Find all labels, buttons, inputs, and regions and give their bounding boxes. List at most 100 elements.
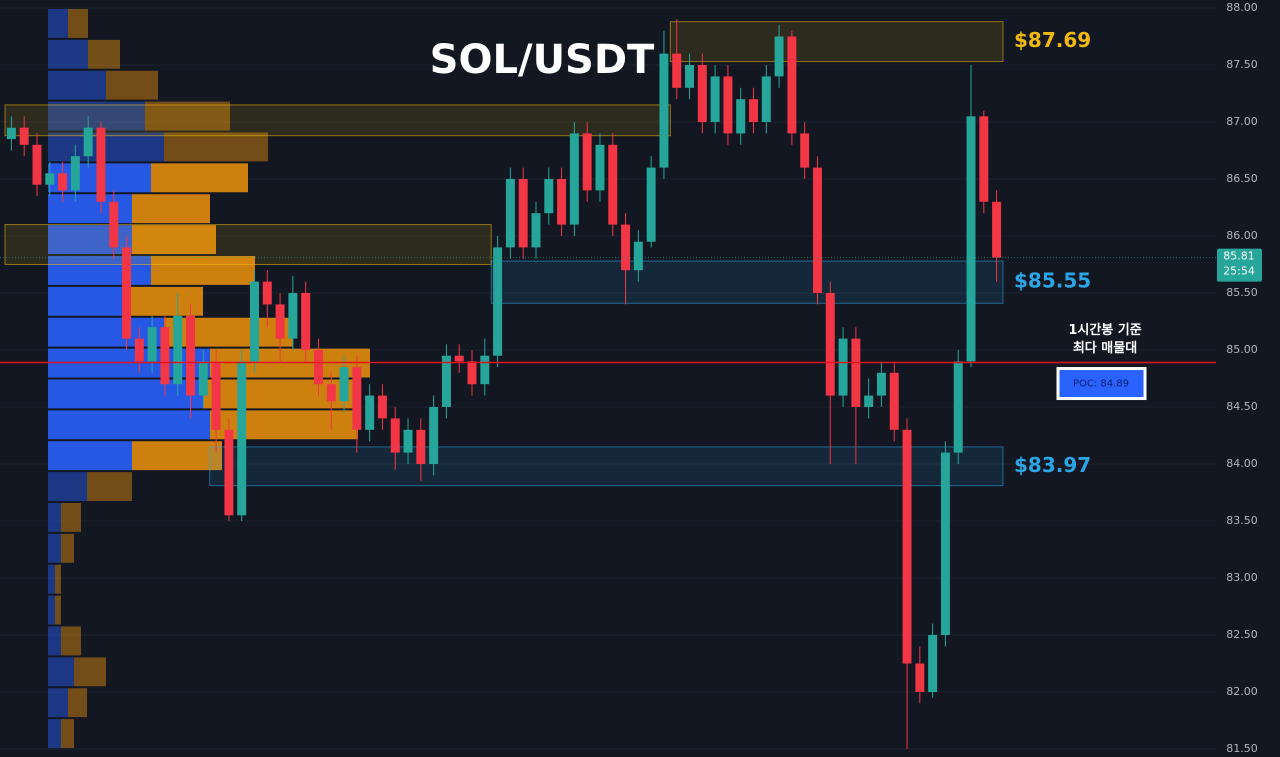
candle-body xyxy=(429,407,439,464)
zone xyxy=(669,21,1004,63)
profile-sell-bar xyxy=(132,194,210,224)
profile-sell-bar xyxy=(164,132,268,162)
zone xyxy=(4,224,492,266)
candle-body xyxy=(262,281,272,305)
candle-body xyxy=(275,304,285,339)
y-tick-label: 81.50 xyxy=(1226,742,1258,755)
y-tick-label: 87.50 xyxy=(1226,58,1258,71)
candle-body xyxy=(940,452,950,635)
candle-body xyxy=(812,167,822,293)
candle-body xyxy=(825,293,835,396)
candle-body xyxy=(288,293,298,339)
profile-buy-bar xyxy=(48,70,106,100)
candle-body xyxy=(531,213,541,248)
candle-body xyxy=(377,395,387,419)
candle-body xyxy=(96,127,106,202)
profile-buy-bar xyxy=(48,719,61,748)
profile-sell-bar xyxy=(132,225,216,254)
candle-body xyxy=(595,144,605,191)
profile-sell-bar xyxy=(61,719,74,748)
candle-body xyxy=(493,247,503,356)
candle-body xyxy=(480,355,490,385)
candle-body xyxy=(621,224,631,271)
candles xyxy=(6,19,1002,749)
candle-body xyxy=(467,361,477,385)
candle-body xyxy=(749,99,758,122)
candle-body xyxy=(697,65,707,122)
candle-body xyxy=(685,65,695,88)
profile-buy-bar xyxy=(48,595,55,625)
profile-buy-bar xyxy=(48,194,132,224)
candle-body xyxy=(45,173,55,185)
profile-buy-bar xyxy=(48,317,164,347)
profile-sell-bar xyxy=(61,503,81,532)
profile-buy-bar xyxy=(48,132,164,162)
y-tick-label: 84.50 xyxy=(1226,400,1258,413)
candle-body xyxy=(787,36,797,134)
candle-body xyxy=(32,144,42,185)
profile-sell-bar xyxy=(145,101,230,131)
profile-buy-bar xyxy=(48,101,145,131)
candle-body xyxy=(147,327,157,362)
candle-body xyxy=(352,367,362,430)
candle-body xyxy=(876,372,886,396)
candle-body xyxy=(646,167,656,242)
profile-buy-bar xyxy=(48,626,61,656)
profile-buy-bar xyxy=(48,564,55,594)
candle-body xyxy=(224,429,234,516)
candle-body xyxy=(6,127,16,140)
last-price-timer: 25:54 xyxy=(1223,265,1255,278)
candle-body xyxy=(557,179,567,225)
candle-body xyxy=(966,116,976,362)
candle-body xyxy=(173,315,183,385)
candle-body xyxy=(505,179,515,248)
candle-body xyxy=(838,338,848,396)
y-tick-label: 88.00 xyxy=(1226,1,1258,14)
candle-body xyxy=(134,338,144,362)
last-price-label: 85.81 xyxy=(1223,250,1255,263)
y-tick-label: 82.50 xyxy=(1226,628,1258,641)
candle-body xyxy=(160,327,170,385)
profile-sell-bar xyxy=(210,410,358,440)
candle-body xyxy=(851,338,861,407)
volume-profile xyxy=(48,9,370,748)
annotation: 1시간봉 기준 xyxy=(1068,322,1141,338)
chart-title: SOL/USDT xyxy=(430,37,655,83)
zone xyxy=(209,446,1004,487)
candle-body xyxy=(928,635,938,692)
candle-body xyxy=(70,156,80,191)
profile-buy-bar xyxy=(48,688,68,718)
profile-sell-bar xyxy=(164,317,293,347)
profile-sell-bar xyxy=(151,256,255,285)
candle-body xyxy=(441,355,451,407)
y-tick-label: 82.00 xyxy=(1226,685,1258,698)
profile-sell-bar xyxy=(87,472,132,501)
candle-body xyxy=(915,663,925,692)
candle-body xyxy=(889,372,899,430)
profile-buy-bar xyxy=(48,379,203,409)
candle-body xyxy=(518,179,528,248)
candle-body xyxy=(902,429,912,664)
candle-body xyxy=(301,293,311,350)
profile-buy-bar xyxy=(48,9,68,38)
profile-sell-bar xyxy=(132,441,222,471)
candle-body xyxy=(211,361,221,430)
profile-sell-bar xyxy=(68,9,88,38)
zone-label: $85.55 xyxy=(1014,269,1091,293)
zone xyxy=(490,260,1004,304)
profile-sell-bar xyxy=(61,626,81,656)
zone-label: $83.97 xyxy=(1014,453,1091,477)
profile-buy-bar xyxy=(48,256,151,285)
zone-label: $87.69 xyxy=(1014,28,1091,52)
profile-buy-bar xyxy=(48,286,126,316)
profile-buy-bar xyxy=(48,533,61,563)
profile-sell-bar xyxy=(55,564,61,594)
candle-body xyxy=(250,281,259,362)
profile-sell-bar xyxy=(88,39,120,69)
candle-body xyxy=(403,429,413,453)
profile-buy-bar xyxy=(48,472,87,501)
profile-sell-bar xyxy=(74,657,106,687)
y-tick-label: 86.00 xyxy=(1226,229,1258,242)
candle-body xyxy=(761,76,771,122)
